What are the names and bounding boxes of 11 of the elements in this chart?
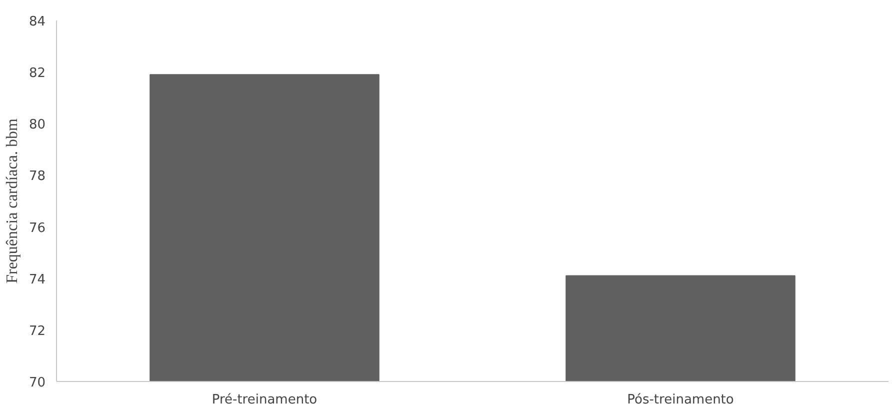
y-tick-label: 76 [28, 220, 46, 236]
y-tick-label: 80 [28, 118, 46, 133]
x-tick-label: Pré-treinamento [212, 392, 318, 408]
y-tick-label: 72 [28, 324, 46, 339]
y-tick-label: 84 [28, 14, 46, 30]
x-tick-label: Pós-treinamento [627, 392, 734, 408]
y-tick-label: 78 [28, 169, 46, 184]
y-tick-label: 82 [28, 66, 46, 82]
y-tick-label: 70 [28, 376, 46, 390]
y-axis-title: Frequência cardíaca. bbm [4, 118, 21, 284]
y-tick-label: 74 [28, 272, 46, 288]
